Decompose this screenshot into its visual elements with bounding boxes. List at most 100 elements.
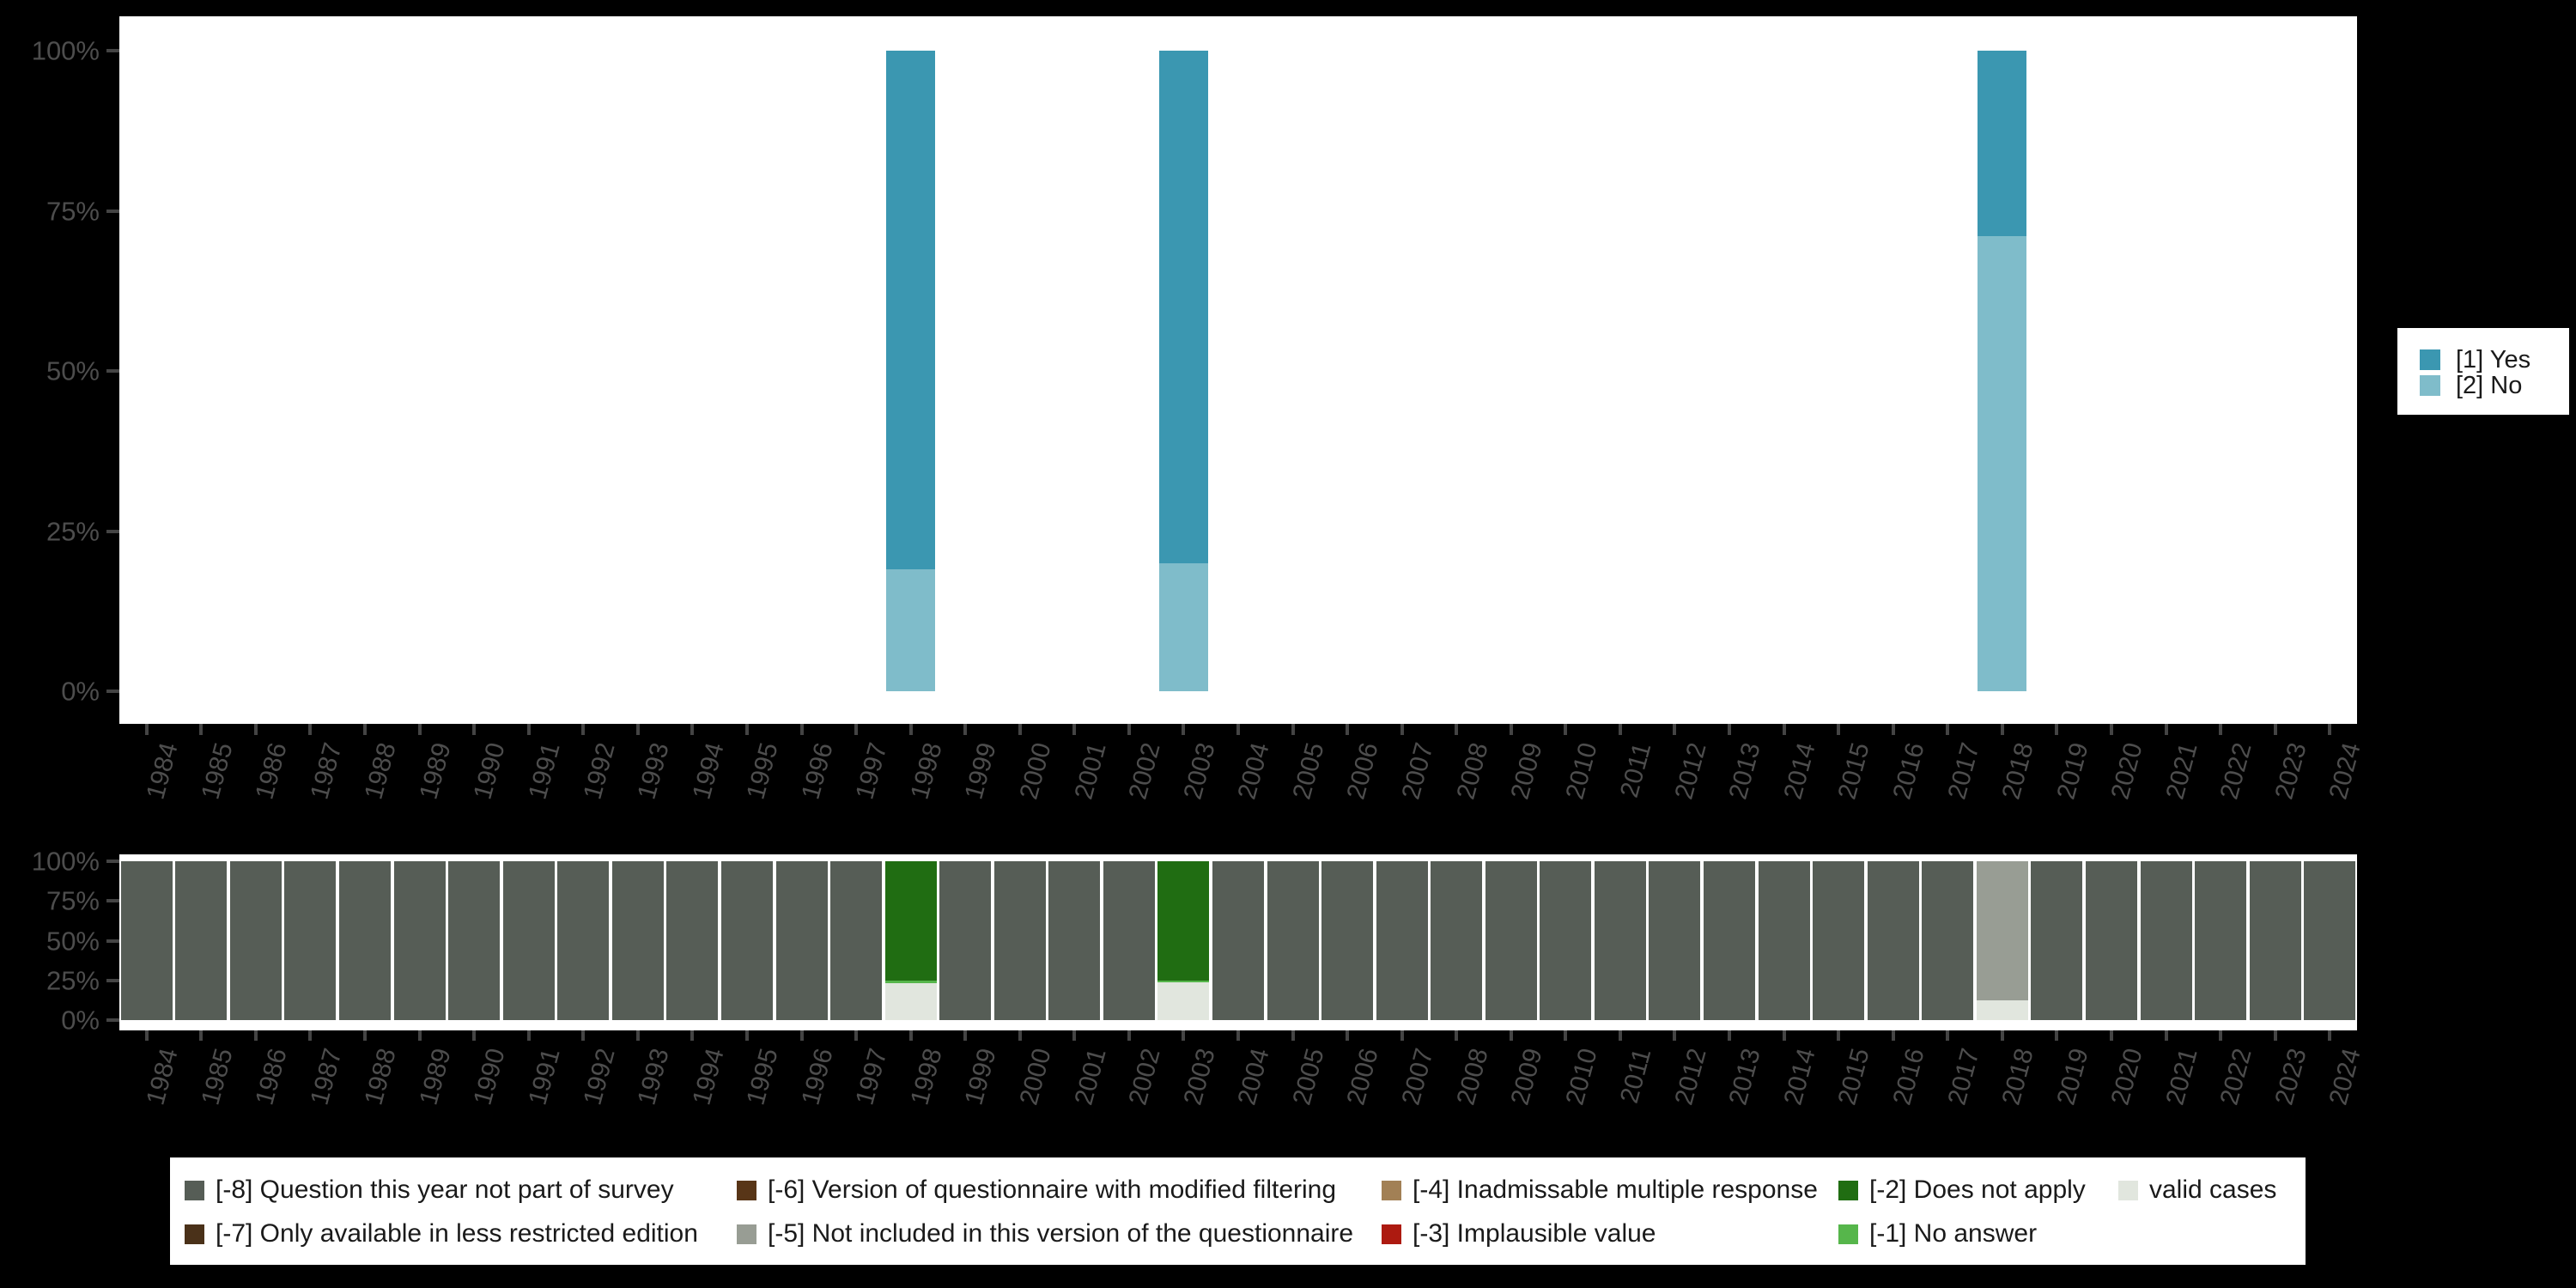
x-axis-label: 2001 [1069,739,1112,803]
bar-segment-2003-m1 [1157,980,1210,982]
y-axis-label: 0% [61,1005,100,1036]
x-axis-tick [199,1030,204,1041]
bar-segment-2021-m8 [2140,861,2192,1020]
bar-segment-2000-m8 [993,861,1046,1020]
top-chart-panel [119,16,2357,724]
x-axis-tick [1564,724,1568,735]
x-axis-tick [2109,724,2113,735]
bar-segment-2023-m8 [2249,861,2301,1020]
x-axis-tick [963,1030,968,1041]
x-axis-label: 1985 [196,739,239,803]
y-axis-label: 100% [31,35,100,66]
bar-segment-1986-m8 [229,861,282,1020]
y-axis-tick [106,690,119,693]
bar-segment-1990-m8 [448,861,501,1020]
x-axis-tick [1346,724,1350,735]
y-axis-tick [106,1018,119,1022]
x-axis-label: 2012 [1669,739,1712,803]
x-axis-tick [744,1030,749,1041]
legend-label: [-8] Question this year not part of surv… [216,1176,674,1204]
legend-label: [-5] Not included in this version of the… [768,1219,1354,1248]
x-axis-tick [2109,1030,2113,1041]
x-axis-label: 1990 [468,739,512,803]
x-axis-tick [308,1030,313,1041]
x-axis-tick [690,724,695,735]
x-axis-tick [799,724,804,735]
bar-segment-1997-m8 [830,861,883,1020]
x-axis-label: 2020 [2105,739,2148,803]
x-axis-tick [581,1030,586,1041]
x-axis-label: 1987 [305,1045,348,1109]
legend-key-m7 [185,1224,204,1244]
x-axis-tick [1837,1030,1841,1041]
x-axis-label: 2019 [2051,739,2094,803]
x-axis-label: 2005 [1287,1045,1330,1109]
x-axis-tick [1455,1030,1459,1041]
x-axis-tick [1728,1030,1732,1041]
bar-segment-1989-m8 [393,861,446,1020]
x-axis-label: 2012 [1669,1045,1712,1109]
x-axis-tick [799,1030,804,1041]
bar-segment-2006-m8 [1321,861,1374,1020]
bar-segment-2013-m8 [1704,861,1756,1020]
legend-label: [-4] Inadmissable multiple response [1413,1176,1818,1204]
bar-segment-1992-m8 [557,861,610,1020]
x-axis-tick [526,1030,531,1041]
x-axis-tick [1236,724,1240,735]
x-axis-tick [1782,724,1786,735]
x-axis-label: 2022 [2215,739,2258,803]
x-axis-label: 2019 [2051,1045,2094,1109]
x-axis-tick [1946,1030,1950,1041]
bar-segment-1994-m8 [666,861,719,1020]
bar-segment-2003-no [1158,562,1208,691]
x-axis-label: 2002 [1123,739,1166,803]
x-axis-tick [635,1030,640,1041]
x-axis-label: 2002 [1123,1045,1166,1109]
legend-label: [-2] Does not apply [1869,1176,2086,1204]
x-axis-tick [1127,724,1131,735]
x-axis-label: 1987 [305,739,348,803]
bar-segment-1984-m8 [120,861,173,1020]
x-axis-label: 2009 [1505,739,1548,803]
y-axis-label: 25% [46,965,100,996]
x-axis-label: 2024 [2324,739,2367,803]
bar-segment-1995-m8 [720,861,773,1020]
x-axis-label: 2014 [1778,739,1821,803]
x-axis-tick [2055,1030,2059,1041]
x-axis-tick [1618,724,1622,735]
x-axis-tick [2328,1030,2332,1041]
y-axis-tick [106,369,119,373]
x-axis-label: 1984 [141,1045,184,1109]
x-axis-label: 2014 [1778,1045,1821,1109]
x-axis-label: 2011 [1615,1045,1657,1107]
bar-segment-2001-m8 [1048,861,1101,1020]
x-axis-label: 1996 [796,739,839,803]
x-axis-label: 1988 [359,739,402,803]
y-axis-tick [106,529,119,533]
x-axis-tick [1182,724,1186,735]
x-axis-label: 1997 [850,1045,894,1109]
y-axis-tick [106,209,119,213]
x-axis-tick [1018,1030,1022,1041]
legend-key-m6 [737,1181,756,1200]
x-axis-label: 1993 [632,739,675,803]
x-axis-tick [1837,724,1841,735]
bar-segment-2002-m8 [1103,861,1155,1020]
x-axis-label: 1984 [141,739,184,803]
x-axis-label: 1992 [578,1045,621,1109]
x-axis-label: 1989 [414,739,457,803]
x-axis-tick [1400,1030,1404,1041]
x-axis-tick [2219,1030,2223,1041]
bar-segment-1987-m8 [284,861,337,1020]
legend-label: [-1] No answer [1869,1219,2038,1248]
x-axis-label: 2016 [1887,1045,1930,1109]
x-axis-label: 1991 [523,1045,566,1109]
x-axis-tick [526,724,531,735]
x-axis-label: 2010 [1560,1045,1603,1109]
answers-legend: [1] Yes [2] No [2397,328,2569,415]
bar-segment-1998-no [886,569,936,691]
x-axis-label: 1989 [414,1045,457,1109]
legend-key-valid [2118,1181,2138,1200]
legend-key-yes [2420,349,2440,370]
